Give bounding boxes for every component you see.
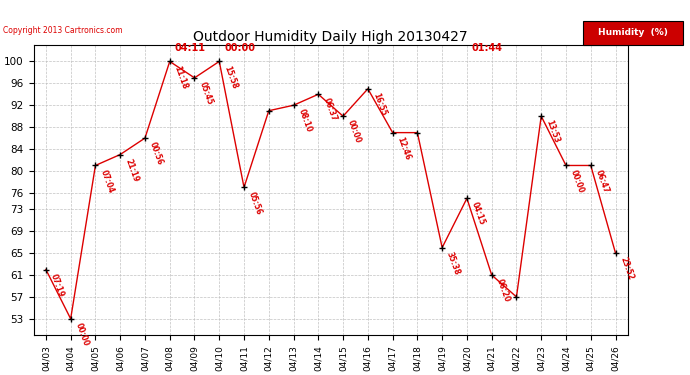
Text: 01:44: 01:44 bbox=[472, 43, 503, 53]
Text: 13:53: 13:53 bbox=[544, 119, 561, 144]
Title: Outdoor Humidity Daily High 20130427: Outdoor Humidity Daily High 20130427 bbox=[193, 30, 468, 44]
Text: 00:00: 00:00 bbox=[346, 119, 363, 145]
Text: 06:20: 06:20 bbox=[495, 278, 511, 303]
Text: 00:00: 00:00 bbox=[224, 43, 255, 53]
Text: 05:45: 05:45 bbox=[197, 81, 214, 106]
Text: 12:46: 12:46 bbox=[395, 135, 413, 161]
Text: 05:56: 05:56 bbox=[247, 190, 264, 216]
Text: 08:10: 08:10 bbox=[297, 108, 313, 134]
Text: 06:37: 06:37 bbox=[322, 97, 338, 123]
Text: Copyright 2013 Cartronics.com: Copyright 2013 Cartronics.com bbox=[3, 26, 123, 35]
Text: 21:19: 21:19 bbox=[124, 157, 140, 183]
Text: 07:04: 07:04 bbox=[99, 168, 115, 194]
Text: 15:58: 15:58 bbox=[222, 64, 239, 90]
Text: Humidity  (%): Humidity (%) bbox=[598, 28, 668, 38]
Text: 11:18: 11:18 bbox=[172, 64, 190, 90]
Text: 16:55: 16:55 bbox=[371, 92, 388, 117]
Text: 00:00: 00:00 bbox=[569, 168, 586, 194]
Text: 06:47: 06:47 bbox=[593, 168, 611, 194]
Text: 35:38: 35:38 bbox=[445, 251, 462, 276]
Text: 00:56: 00:56 bbox=[148, 141, 165, 166]
Text: 00:00: 00:00 bbox=[74, 321, 90, 347]
Text: 04:15: 04:15 bbox=[470, 201, 486, 227]
Text: 04:11: 04:11 bbox=[175, 43, 206, 53]
Text: 07:19: 07:19 bbox=[49, 272, 66, 298]
Text: 23:52: 23:52 bbox=[618, 256, 635, 282]
